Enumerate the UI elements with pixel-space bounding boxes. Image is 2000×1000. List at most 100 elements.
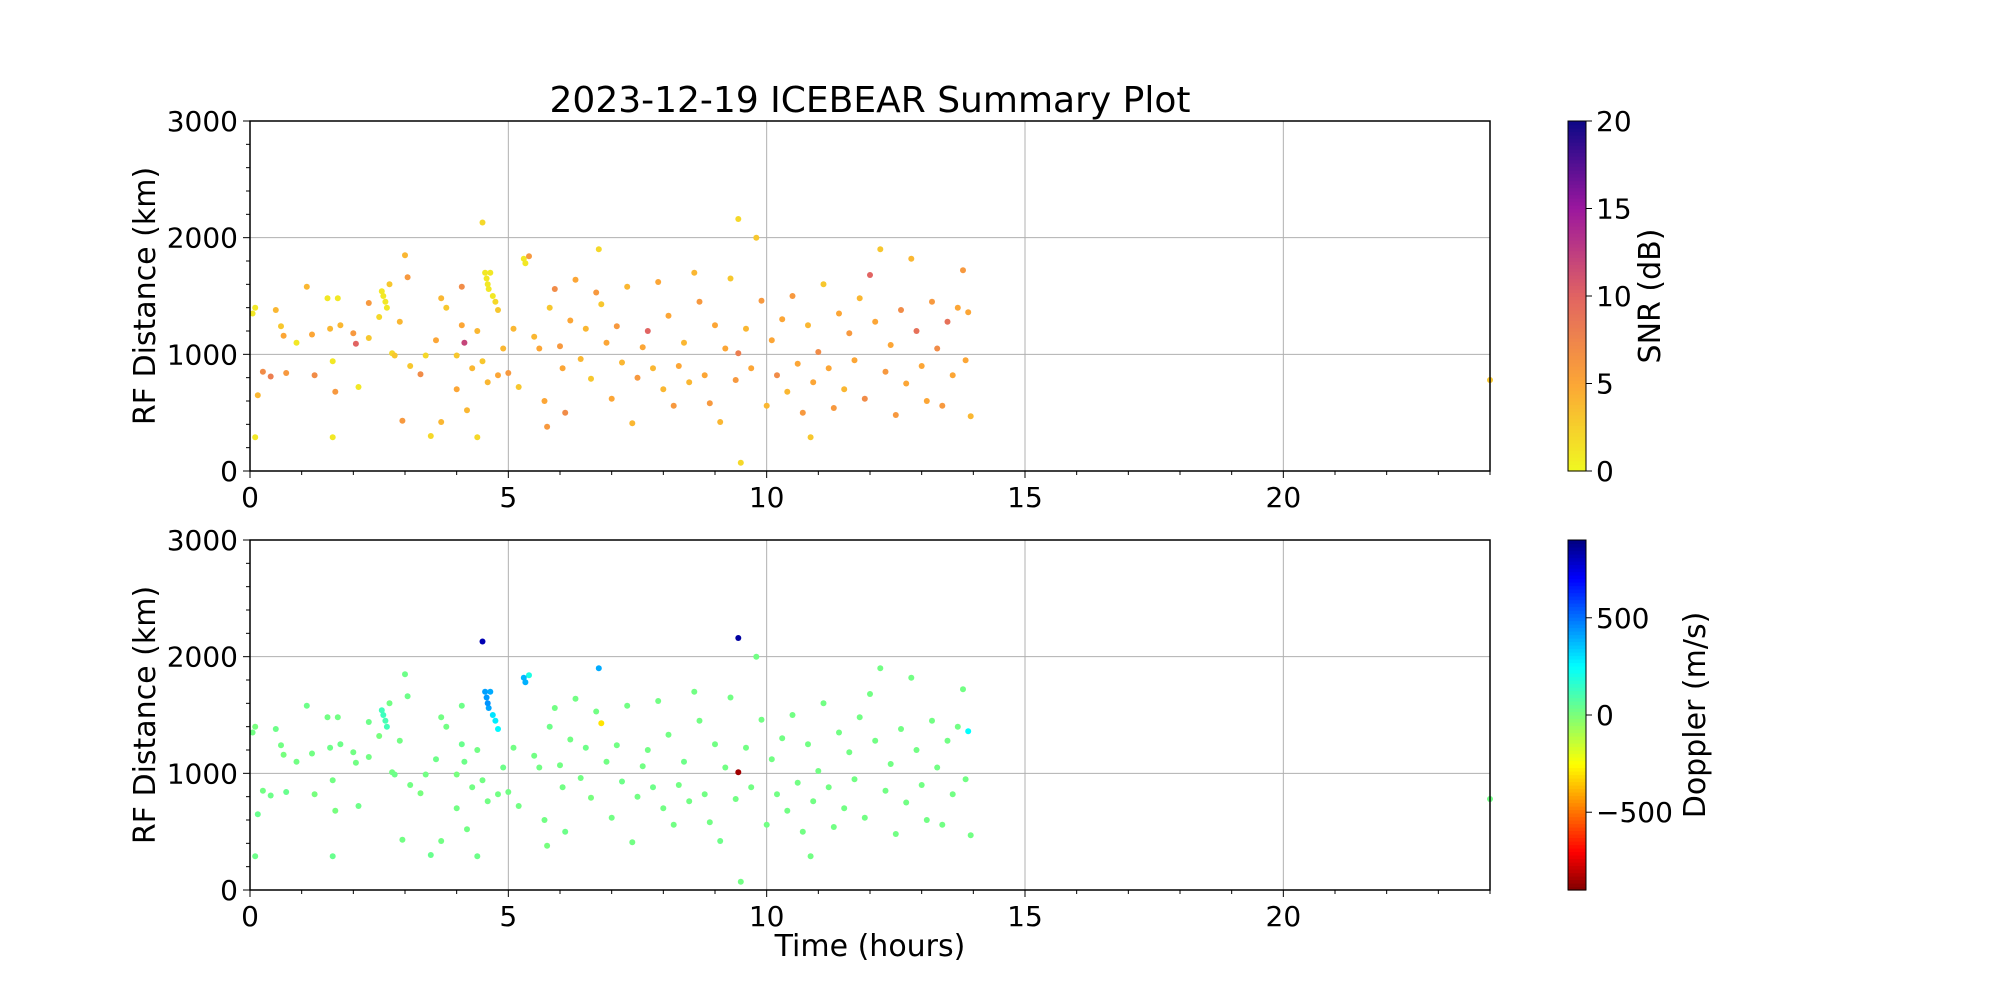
colorbar-tick-label: 0 bbox=[1596, 455, 1614, 488]
data-point bbox=[655, 279, 662, 285]
colorbar-segment bbox=[1568, 879, 1586, 884]
data-point bbox=[453, 771, 460, 778]
x-tick-label: 20 bbox=[1266, 900, 1302, 933]
data-point bbox=[433, 756, 439, 763]
colorbar-segment bbox=[1568, 851, 1586, 856]
colorbar-segment bbox=[1568, 226, 1586, 231]
data-point bbox=[541, 817, 548, 823]
data-point bbox=[526, 253, 532, 260]
colorbar-segment bbox=[1568, 662, 1586, 667]
x-tick-label: 20 bbox=[1266, 481, 1302, 514]
colorbar-segment bbox=[1568, 606, 1586, 611]
data-point bbox=[967, 832, 974, 839]
colorbar-segment bbox=[1568, 725, 1586, 730]
colorbar-segment bbox=[1568, 876, 1586, 881]
data-point bbox=[779, 735, 786, 742]
data-point bbox=[967, 413, 974, 420]
colorbar-segment bbox=[1568, 376, 1586, 381]
colorbar-segment bbox=[1568, 422, 1586, 427]
data-point bbox=[474, 747, 481, 753]
data-point bbox=[544, 423, 551, 430]
x-tick-label: 5 bbox=[499, 481, 517, 514]
y-tick-label: 2000 bbox=[167, 222, 238, 255]
colorbar-segment bbox=[1568, 645, 1586, 650]
data-point bbox=[399, 417, 406, 424]
data-point bbox=[386, 281, 393, 288]
data-point bbox=[799, 409, 806, 416]
data-point bbox=[487, 688, 494, 695]
colorbar-segment bbox=[1568, 711, 1586, 716]
data-point bbox=[675, 363, 682, 369]
colorbar-segment bbox=[1568, 219, 1586, 224]
data-point bbox=[252, 304, 259, 311]
data-point bbox=[681, 758, 687, 765]
data-point bbox=[836, 729, 842, 736]
colorbar-segment bbox=[1568, 341, 1586, 346]
colorbar-segment bbox=[1568, 345, 1586, 350]
data-point bbox=[443, 304, 450, 311]
data-point bbox=[810, 798, 817, 805]
data-point bbox=[872, 318, 879, 325]
data-point bbox=[404, 274, 411, 281]
data-point bbox=[505, 789, 512, 795]
data-point bbox=[639, 344, 646, 351]
colorbar-segment bbox=[1568, 540, 1586, 545]
data-point bbox=[254, 811, 261, 818]
colorbar-segment bbox=[1568, 338, 1586, 343]
data-point bbox=[399, 836, 406, 843]
data-point bbox=[522, 260, 529, 267]
data-point bbox=[735, 635, 742, 641]
colorbar-segment bbox=[1568, 771, 1586, 776]
data-point bbox=[272, 307, 279, 313]
colorbar-segment bbox=[1568, 669, 1586, 674]
data-point bbox=[352, 340, 359, 347]
data-point bbox=[965, 309, 972, 316]
colorbar-segment bbox=[1568, 464, 1586, 469]
x-tick-label: 15 bbox=[1007, 481, 1043, 514]
data-point bbox=[939, 402, 946, 409]
colorbar-segment bbox=[1568, 450, 1586, 455]
data-point bbox=[567, 317, 574, 324]
data-point bbox=[293, 758, 300, 765]
data-point bbox=[872, 737, 879, 744]
data-point bbox=[706, 400, 713, 407]
colorbar-segment bbox=[1568, 599, 1586, 604]
data-point bbox=[536, 764, 543, 771]
colorbar-segment bbox=[1568, 596, 1586, 601]
data-point bbox=[417, 790, 424, 797]
colorbar-segment bbox=[1568, 746, 1586, 751]
colorbar-segment bbox=[1568, 687, 1586, 692]
data-point bbox=[500, 764, 507, 771]
colorbar-segment bbox=[1568, 718, 1586, 723]
colorbar-segment bbox=[1568, 858, 1586, 863]
data-point bbox=[453, 352, 460, 359]
colorbar-segment bbox=[1568, 764, 1586, 769]
colorbar-segment bbox=[1568, 205, 1586, 210]
colorbar-segment bbox=[1568, 753, 1586, 758]
data-point bbox=[696, 717, 703, 724]
data-point bbox=[763, 402, 770, 409]
data-point bbox=[383, 304, 390, 311]
colorbar-segment bbox=[1568, 289, 1586, 294]
data-point bbox=[484, 798, 491, 805]
colorbar-segment bbox=[1568, 837, 1586, 842]
data-point bbox=[727, 694, 734, 701]
colorbar-segment bbox=[1568, 163, 1586, 168]
colorbar-segment bbox=[1568, 208, 1586, 213]
colorbar-segment bbox=[1568, 373, 1586, 378]
colorbar-segment bbox=[1568, 460, 1586, 465]
data-point bbox=[365, 335, 372, 341]
data-point bbox=[913, 747, 920, 753]
data-point bbox=[252, 853, 259, 860]
data-point bbox=[327, 325, 334, 332]
colorbar-segment bbox=[1568, 359, 1586, 364]
data-point bbox=[779, 316, 786, 323]
colorbar-segment bbox=[1568, 736, 1586, 741]
data-point bbox=[820, 281, 827, 288]
data-point bbox=[634, 793, 641, 800]
colorbar-segment bbox=[1568, 334, 1586, 339]
colorbar-segment bbox=[1568, 732, 1586, 737]
colorbar-segment bbox=[1568, 275, 1586, 280]
data-point bbox=[929, 717, 935, 724]
data-point bbox=[474, 853, 481, 860]
